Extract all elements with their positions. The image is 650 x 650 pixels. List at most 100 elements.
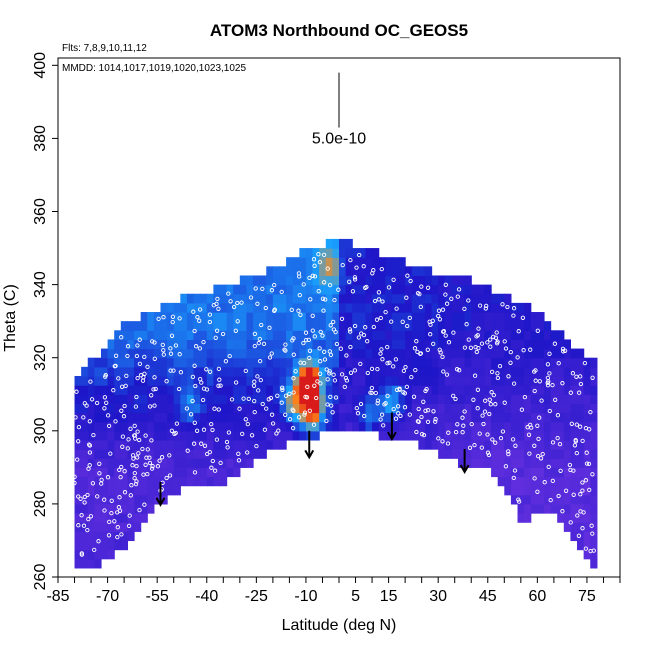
heatmap-cell <box>524 348 532 359</box>
heatmap-cell <box>107 476 115 487</box>
sample-point <box>462 306 467 312</box>
heatmap-cell <box>213 449 221 459</box>
heatmap-cell <box>424 302 433 313</box>
sample-point <box>127 513 132 518</box>
heatmap-cell <box>444 421 452 432</box>
heatmap-cell <box>590 412 598 423</box>
heatmap-cell <box>272 366 281 377</box>
heatmap-cell <box>140 503 148 514</box>
heatmap-cell <box>325 293 333 304</box>
sample-point <box>591 548 596 553</box>
heatmap-cell <box>458 275 466 286</box>
sample-point <box>500 302 505 307</box>
heatmap-cell <box>398 330 406 341</box>
heatmap-cell <box>570 513 578 523</box>
heatmap-cell <box>259 293 267 304</box>
heatmap-cell <box>286 403 294 414</box>
heatmap-cell <box>246 312 254 322</box>
sample-point <box>141 472 146 477</box>
heatmap-cell <box>127 366 135 377</box>
sample-point <box>552 341 558 346</box>
heatmap-cell <box>510 394 519 404</box>
sample-point <box>580 488 585 493</box>
heatmap-cell <box>239 366 248 377</box>
heatmap-cell <box>193 366 201 377</box>
heatmap-cell <box>286 421 294 432</box>
scale-bar-label: 5.0e-10 <box>312 130 366 147</box>
sample-point <box>109 498 114 503</box>
heatmap-cell <box>577 540 585 551</box>
sample-point <box>122 469 127 474</box>
heatmap-cell <box>319 266 327 277</box>
heatmap-cell <box>246 302 254 313</box>
heatmap-cell <box>563 439 572 450</box>
heatmap-cell <box>226 339 234 350</box>
sample-point <box>317 371 323 376</box>
heatmap-cell <box>186 312 195 322</box>
heatmap-cell <box>259 412 267 423</box>
heatmap-cell <box>358 412 367 423</box>
sample-point <box>529 425 534 430</box>
sample-point <box>305 384 310 390</box>
heatmap-cell <box>378 257 386 267</box>
heatmap-cell <box>358 275 367 286</box>
heatmap-cell <box>127 385 135 395</box>
heatmap-cell <box>140 412 148 423</box>
heatmap-cell <box>279 284 287 295</box>
heatmap-cell <box>94 430 102 441</box>
sample-point <box>87 443 93 448</box>
heatmap-cell <box>458 293 466 304</box>
heatmap-cell <box>405 421 413 432</box>
heatmap-cell <box>530 394 538 404</box>
heatmap-cell <box>100 421 109 432</box>
heatmap-cell <box>94 549 102 560</box>
heatmap-cell <box>200 348 208 359</box>
heatmap-cell <box>537 357 545 368</box>
heatmap-cell <box>272 339 281 350</box>
heatmap-cell <box>537 494 545 505</box>
heatmap-cell <box>339 321 347 331</box>
heatmap-cell <box>339 403 347 414</box>
heatmap-cell <box>173 394 181 404</box>
sample-point <box>257 358 263 364</box>
sample-point <box>359 331 364 336</box>
heatmap-cell <box>537 503 545 514</box>
heatmap-cell <box>339 330 347 341</box>
heatmap-cell <box>74 403 82 414</box>
heatmap-cell <box>325 248 333 258</box>
sample-point <box>473 344 478 350</box>
heatmap-cell <box>266 330 274 341</box>
heatmap-cell <box>583 366 591 377</box>
heatmap-cell <box>590 467 598 478</box>
heatmap-cell <box>206 321 214 331</box>
sample-point <box>488 337 493 342</box>
heatmap-cell <box>226 430 234 441</box>
sample-point <box>135 375 140 381</box>
sample-point <box>560 509 565 514</box>
heatmap-cell <box>87 540 95 551</box>
heatmap-cell <box>464 366 472 377</box>
sample-point <box>197 307 203 312</box>
heatmap-cell <box>451 439 459 450</box>
heatmap-cell <box>266 366 274 377</box>
heatmap-cell <box>524 357 532 368</box>
heatmap-cell <box>299 403 307 414</box>
sample-point <box>590 472 595 477</box>
sample-point <box>243 417 248 422</box>
heatmap-cell <box>438 412 446 423</box>
sample-point <box>177 316 182 321</box>
heatmap-cell <box>411 321 419 331</box>
sample-point <box>405 323 410 329</box>
sample-point <box>325 377 330 382</box>
heatmap-cell <box>484 312 492 322</box>
heatmap-cell <box>471 430 479 441</box>
heatmap-cell <box>134 321 142 331</box>
heatmap-cell <box>464 339 472 350</box>
sample-point <box>357 252 362 258</box>
heatmap-cell <box>391 312 400 322</box>
sample-point <box>190 398 195 404</box>
heatmap-cell <box>107 485 115 496</box>
heatmap-cell <box>391 330 400 341</box>
sample-point <box>331 372 336 377</box>
